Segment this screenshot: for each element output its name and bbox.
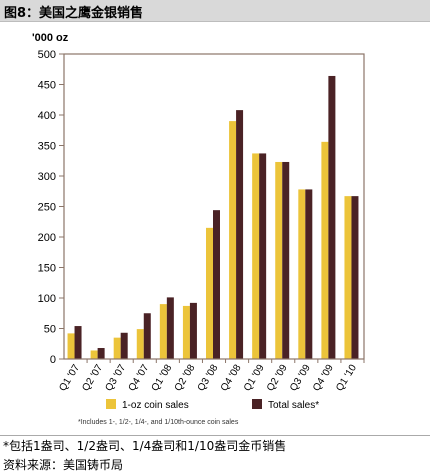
bars <box>67 75 359 360</box>
bar-oz-coin <box>321 141 329 359</box>
figure-header: 图8：美国之鹰金银销售 <box>0 0 430 22</box>
y-tick-label: 100 <box>38 293 56 305</box>
bar-total <box>213 210 220 359</box>
bar-oz-coin <box>298 189 306 359</box>
legend-swatch-oz <box>106 399 116 409</box>
x-tick-label: Q2 '08 <box>173 362 198 393</box>
x-tick-label: Q2 '07 <box>80 362 105 393</box>
y-tick-label: 400 <box>38 110 56 122</box>
bar-oz-coin <box>252 153 260 359</box>
y-tick-label: 0 <box>50 354 56 366</box>
x-tick-label: Q4 '09 <box>311 362 336 393</box>
bar-total <box>305 189 313 359</box>
bar-oz-coin <box>206 227 213 359</box>
legend: 1-oz coin sales Total sales* <box>106 399 319 411</box>
bar-total <box>97 348 105 359</box>
bar-total <box>189 302 197 359</box>
x-tick-label: Q4 '07 <box>127 362 152 393</box>
y-tick-label: 50 <box>44 324 56 336</box>
y-tick-label: 250 <box>38 202 56 214</box>
y-tick-label: 350 <box>38 141 56 153</box>
legend-swatch-total <box>252 399 262 409</box>
y-tick-label: 150 <box>38 263 56 275</box>
plot-frame <box>63 53 365 360</box>
figure-title: 图8：美国之鹰金银销售 <box>4 6 144 21</box>
bar-total <box>120 332 128 359</box>
y-axis: 0 50 100 150 200 250 300 350 400 450 500 <box>38 49 64 366</box>
bar-oz-coin <box>90 350 98 359</box>
bar-oz-coin <box>229 121 237 359</box>
x-tick-label: Q3 '08 <box>196 362 221 393</box>
x-tick-label: Q1 '07 <box>57 362 82 393</box>
x-tick-label: Q3 '07 <box>103 362 128 393</box>
bar-oz-coin <box>159 304 167 359</box>
bar-chart: '000 oz 0 50 100 150 200 250 300 350 400 450 500 Q… <box>32 32 365 426</box>
x-tick-label: Q1 '10 <box>334 362 359 393</box>
bar-total <box>351 196 359 359</box>
bar-total <box>282 161 290 359</box>
x-tick-label: Q2 '09 <box>265 362 290 393</box>
bar-total <box>74 326 82 359</box>
y-tick-label: 450 <box>38 80 56 92</box>
bar-total <box>236 110 244 360</box>
chart-footnote: *Includes 1-, 1/2-, 1/4-, and 1/10th-oun… <box>78 419 239 426</box>
bar-oz-coin <box>275 161 283 359</box>
footnote-coins: *包括1盎司、1/2盎司、1/4盎司和1/10盎司金币销售 <box>3 439 287 453</box>
legend-label-oz: 1-oz coin sales <box>122 400 189 411</box>
legend-label-total: Total sales* <box>268 400 319 411</box>
bar-oz-coin <box>67 333 75 359</box>
x-tick-label: Q1 '08 <box>150 362 175 393</box>
footnote-source: 资料来源：美国铸币局 <box>3 458 124 472</box>
bar-total <box>166 297 174 359</box>
bar-total <box>328 75 336 360</box>
bar-oz-coin <box>113 337 121 359</box>
x-tick-label: Q3 '09 <box>288 362 313 393</box>
bar-oz-coin <box>182 305 190 359</box>
bar-oz-coin <box>136 329 144 359</box>
bar-total <box>259 153 267 359</box>
x-tick-label: Q4 '08 <box>219 362 244 393</box>
y-tick-label: 200 <box>38 232 56 244</box>
x-tick-label: Q1 '09 <box>242 362 267 393</box>
bar-oz-coin <box>344 196 352 359</box>
footnote-separator <box>0 435 430 436</box>
bar-total <box>143 313 151 359</box>
y-axis-label: '000 oz <box>32 32 69 44</box>
y-tick-label: 300 <box>38 171 56 183</box>
y-tick-label: 500 <box>38 49 56 61</box>
